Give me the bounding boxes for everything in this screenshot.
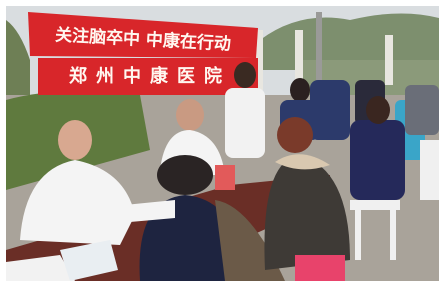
person [350,120,405,200]
head [58,120,92,160]
stool [350,200,400,210]
head [290,78,310,102]
doctor-coat [225,88,265,158]
banner-text: 郑州中康医院 [69,65,231,87]
person [310,80,350,140]
stool [420,140,439,200]
head [366,96,390,124]
photo: 关注脑卒中 中康在行动 郑州中康医院 [0,0,445,287]
pillar [385,35,393,85]
head [277,117,313,153]
head [157,155,213,195]
head [176,99,204,131]
stool-leg [390,210,396,260]
head [234,62,256,88]
page: 关注脑卒中 中康在行动 郑州中康医院 (() => { const data =… [0,0,445,287]
stool-leg [355,210,361,260]
person [405,85,439,135]
box [215,165,235,190]
stool [295,255,345,281]
pillar [295,30,303,85]
lamp-post [316,12,322,82]
